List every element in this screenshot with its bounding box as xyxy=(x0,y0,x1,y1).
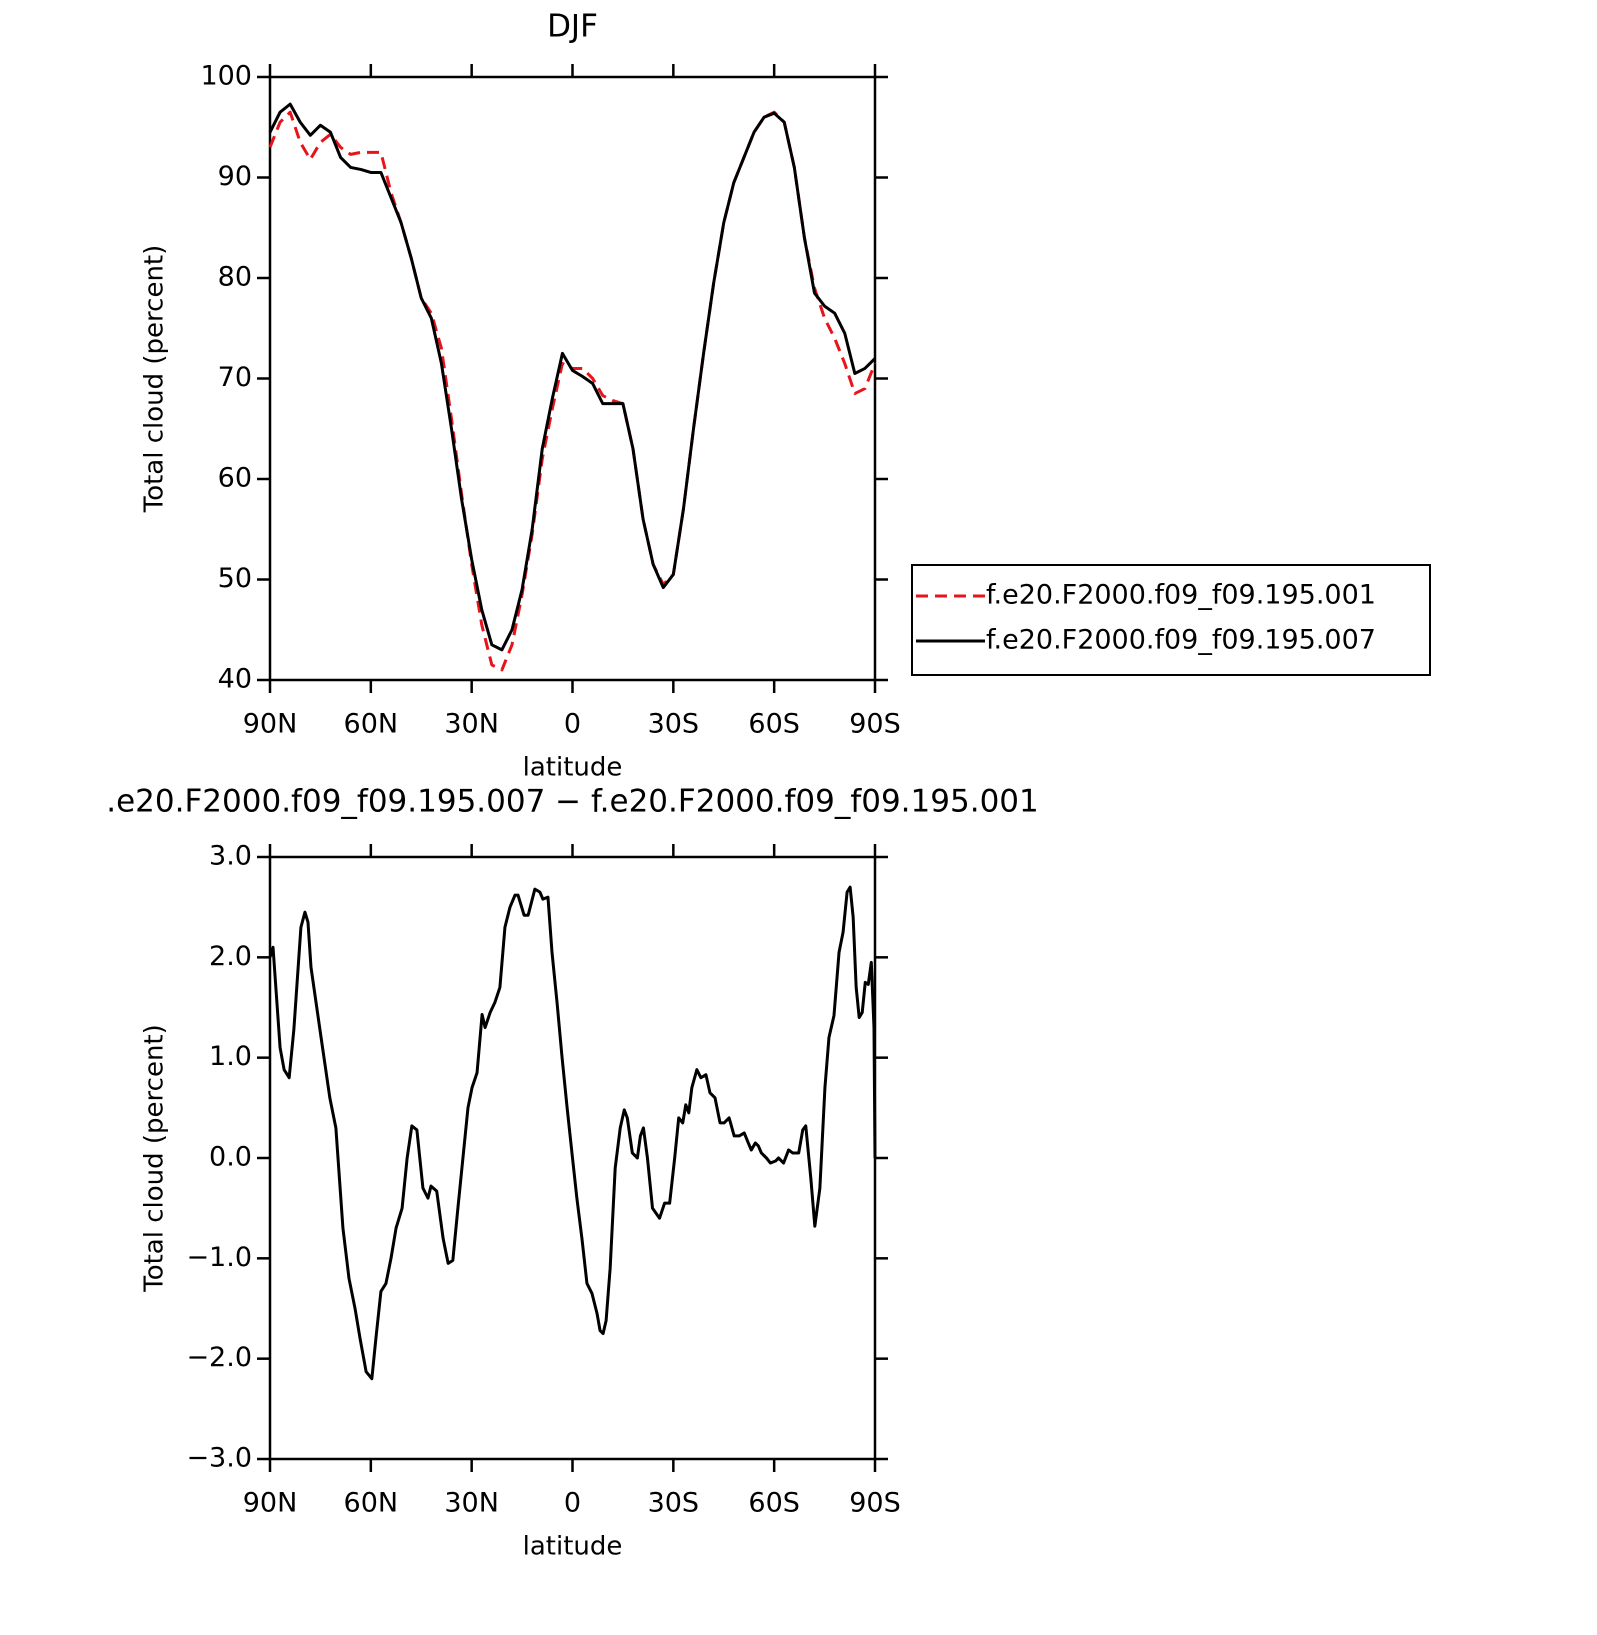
x-tick-label: 0 xyxy=(564,1488,581,1519)
y-axis-label: Total cloud (percent) xyxy=(140,245,170,514)
x-tick-label: 0 xyxy=(564,709,581,740)
data-line xyxy=(268,110,877,672)
y-tick-label: 40 xyxy=(218,664,252,695)
x-tick-label: 60N xyxy=(344,709,399,740)
x-axis-label: latitude xyxy=(523,1532,623,1562)
y-tick-label: −3.0 xyxy=(186,1443,252,1474)
y-tick-label: 100 xyxy=(200,61,252,92)
x-tick-label: 90N xyxy=(243,1488,298,1519)
x-axis-label: latitude xyxy=(523,753,623,783)
y-tick-label: 70 xyxy=(218,362,252,393)
legend-box xyxy=(911,564,1431,676)
x-tick-label: 60S xyxy=(748,709,800,740)
legend-label: f.e20.F2000.f09_f09.195.007 xyxy=(986,625,1376,656)
x-tick-label: 60N xyxy=(344,1488,399,1519)
y-tick-label: −2.0 xyxy=(186,1342,252,1373)
x-tick-label: 90N xyxy=(243,709,298,740)
x-tick-label: 60S xyxy=(748,1488,800,1519)
y-tick-label: 50 xyxy=(218,563,252,594)
y-tick-label: 2.0 xyxy=(209,941,252,972)
chart-title: DJF xyxy=(547,9,598,45)
x-tick-label: 30N xyxy=(444,709,499,740)
data-line xyxy=(268,885,877,1381)
y-tick-label: −1.0 xyxy=(186,1242,252,1273)
y-tick-label: 3.0 xyxy=(209,841,252,872)
x-tick-label: 30S xyxy=(648,709,700,740)
legend-label: f.e20.F2000.f09_f09.195.001 xyxy=(986,580,1376,611)
data-line xyxy=(268,102,877,652)
chart-title: .e20.F2000.f09_f09.195.007 − f.e20.F2000… xyxy=(106,784,1038,820)
y-tick-label: 60 xyxy=(218,463,252,494)
y-tick-label: 0.0 xyxy=(209,1142,252,1173)
x-tick-label: 30S xyxy=(648,1488,700,1519)
y-tick-label: 90 xyxy=(218,161,252,192)
plot-frame xyxy=(268,75,877,682)
y-tick-label: 1.0 xyxy=(209,1041,252,1072)
x-tick-label: 90S xyxy=(849,1488,901,1519)
x-tick-label: 90S xyxy=(849,709,901,740)
y-axis-label: Total cloud (percent) xyxy=(140,1024,170,1293)
y-tick-label: 80 xyxy=(218,262,252,293)
x-tick-label: 30N xyxy=(444,1488,499,1519)
